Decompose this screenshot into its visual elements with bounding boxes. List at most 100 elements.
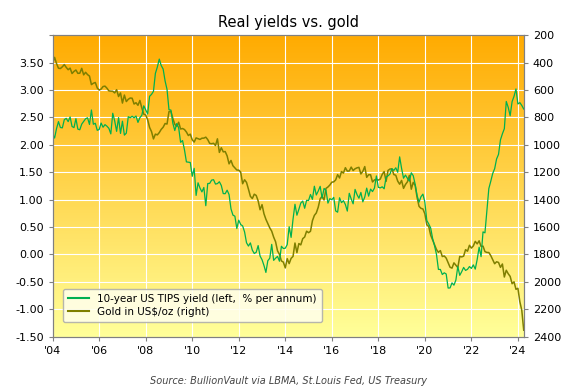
Bar: [52, 180, 524, 181]
Bar: [52, 195, 524, 196]
Bar: [52, 108, 524, 109]
Bar: [52, 257, 524, 258]
Bar: [52, 196, 524, 198]
Bar: [52, 138, 524, 139]
Bar: [52, 111, 524, 112]
Bar: [52, 139, 524, 141]
Bar: [52, 230, 524, 231]
Bar: [52, 302, 524, 303]
Bar: [52, 310, 524, 311]
Bar: [52, 147, 524, 148]
Bar: [52, 51, 524, 52]
Bar: [52, 91, 524, 93]
Bar: [52, 64, 524, 66]
Bar: [52, 124, 524, 126]
Bar: [52, 70, 524, 71]
Bar: [52, 58, 524, 59]
Bar: [52, 240, 524, 242]
Bar: [52, 105, 524, 106]
Bar: [52, 285, 524, 287]
Bar: [52, 126, 524, 127]
Bar: [52, 278, 524, 279]
Bar: [52, 190, 524, 192]
Bar: [52, 287, 524, 288]
Bar: [52, 231, 524, 233]
Bar: [52, 142, 524, 144]
Bar: [52, 63, 524, 64]
Bar: [52, 212, 524, 213]
Bar: [52, 175, 524, 177]
Bar: [52, 248, 524, 249]
Bar: [52, 93, 524, 94]
Bar: [52, 52, 524, 53]
Bar: [52, 239, 524, 240]
Bar: [52, 61, 524, 63]
Bar: [52, 113, 524, 115]
Bar: [52, 145, 524, 147]
Bar: [52, 185, 524, 186]
Bar: [52, 245, 524, 246]
Bar: [52, 49, 524, 51]
Bar: [52, 219, 524, 220]
Bar: [52, 228, 524, 230]
Bar: [52, 141, 524, 142]
Bar: [52, 127, 524, 129]
Bar: [52, 67, 524, 68]
Bar: [52, 130, 524, 132]
Bar: [52, 144, 524, 145]
Bar: [52, 322, 524, 323]
Bar: [52, 174, 524, 175]
Bar: [52, 118, 524, 120]
Bar: [52, 120, 524, 121]
Bar: [52, 98, 524, 100]
Bar: [52, 173, 524, 174]
Bar: [52, 266, 524, 267]
Bar: [52, 37, 524, 38]
Bar: [52, 335, 524, 337]
Bar: [52, 81, 524, 82]
Bar: [52, 66, 524, 67]
Bar: [52, 227, 524, 228]
Bar: [52, 235, 524, 237]
Bar: [52, 109, 524, 111]
Bar: [52, 201, 524, 203]
Bar: [52, 43, 524, 44]
Bar: [52, 213, 524, 215]
Bar: [52, 264, 524, 266]
Bar: [52, 115, 524, 117]
Bar: [52, 192, 524, 193]
Bar: [52, 150, 524, 151]
Bar: [52, 85, 524, 86]
Bar: [52, 312, 524, 314]
Bar: [52, 252, 524, 254]
Bar: [52, 86, 524, 88]
Bar: [52, 325, 524, 326]
Bar: [52, 46, 524, 47]
Bar: [52, 272, 524, 273]
Bar: [52, 189, 524, 190]
Bar: [52, 254, 524, 255]
Bar: [52, 207, 524, 208]
Bar: [52, 326, 524, 327]
Bar: [52, 284, 524, 285]
Bar: [52, 193, 524, 195]
Bar: [52, 106, 524, 108]
Bar: [52, 308, 524, 310]
Bar: [52, 299, 524, 300]
Bar: [52, 303, 524, 305]
Bar: [52, 169, 524, 171]
Bar: [52, 246, 524, 248]
Bar: [52, 56, 524, 58]
Bar: [52, 156, 524, 157]
Bar: [52, 151, 524, 153]
Bar: [52, 74, 524, 76]
Legend: 10-year US TIPS yield (left,  % per annum), Gold in US$/oz (right): 10-year US TIPS yield (left, % per annum…: [63, 289, 321, 322]
Bar: [52, 225, 524, 227]
Bar: [52, 323, 524, 325]
Bar: [52, 166, 524, 168]
Bar: [52, 123, 524, 124]
Bar: [52, 220, 524, 222]
Bar: [52, 97, 524, 98]
Bar: [52, 36, 524, 37]
Bar: [52, 215, 524, 216]
